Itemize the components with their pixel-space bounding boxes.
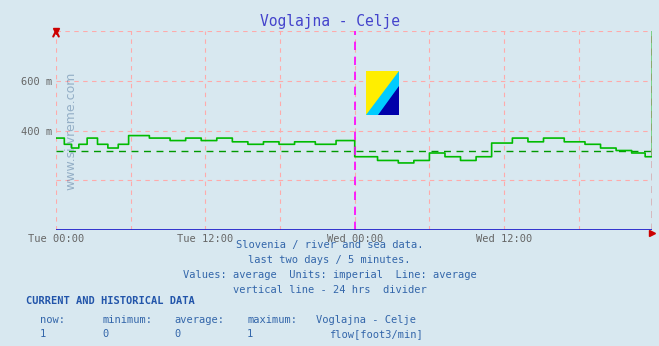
Text: Voglajna - Celje: Voglajna - Celje: [316, 315, 416, 325]
Text: maximum:: maximum:: [247, 315, 297, 325]
Text: www.si-vreme.com: www.si-vreme.com: [65, 71, 77, 190]
Text: 0: 0: [175, 329, 181, 339]
Polygon shape: [366, 71, 399, 115]
Text: Values: average  Units: imperial  Line: average: Values: average Units: imperial Line: av…: [183, 270, 476, 280]
Text: average:: average:: [175, 315, 225, 325]
Text: Slovenia / river and sea data.: Slovenia / river and sea data.: [236, 240, 423, 251]
Text: Voglajna - Celje: Voglajna - Celje: [260, 14, 399, 29]
Text: CURRENT AND HISTORICAL DATA: CURRENT AND HISTORICAL DATA: [26, 296, 195, 306]
Text: vertical line - 24 hrs  divider: vertical line - 24 hrs divider: [233, 285, 426, 295]
Text: 1: 1: [40, 329, 45, 339]
Polygon shape: [378, 86, 399, 115]
Text: last two days / 5 minutes.: last two days / 5 minutes.: [248, 255, 411, 265]
Text: now:: now:: [40, 315, 65, 325]
Text: minimum:: minimum:: [102, 315, 152, 325]
Text: flow[foot3/min]: flow[foot3/min]: [330, 329, 423, 339]
Text: 0: 0: [102, 329, 108, 339]
Polygon shape: [366, 71, 399, 115]
Text: 1: 1: [247, 329, 253, 339]
